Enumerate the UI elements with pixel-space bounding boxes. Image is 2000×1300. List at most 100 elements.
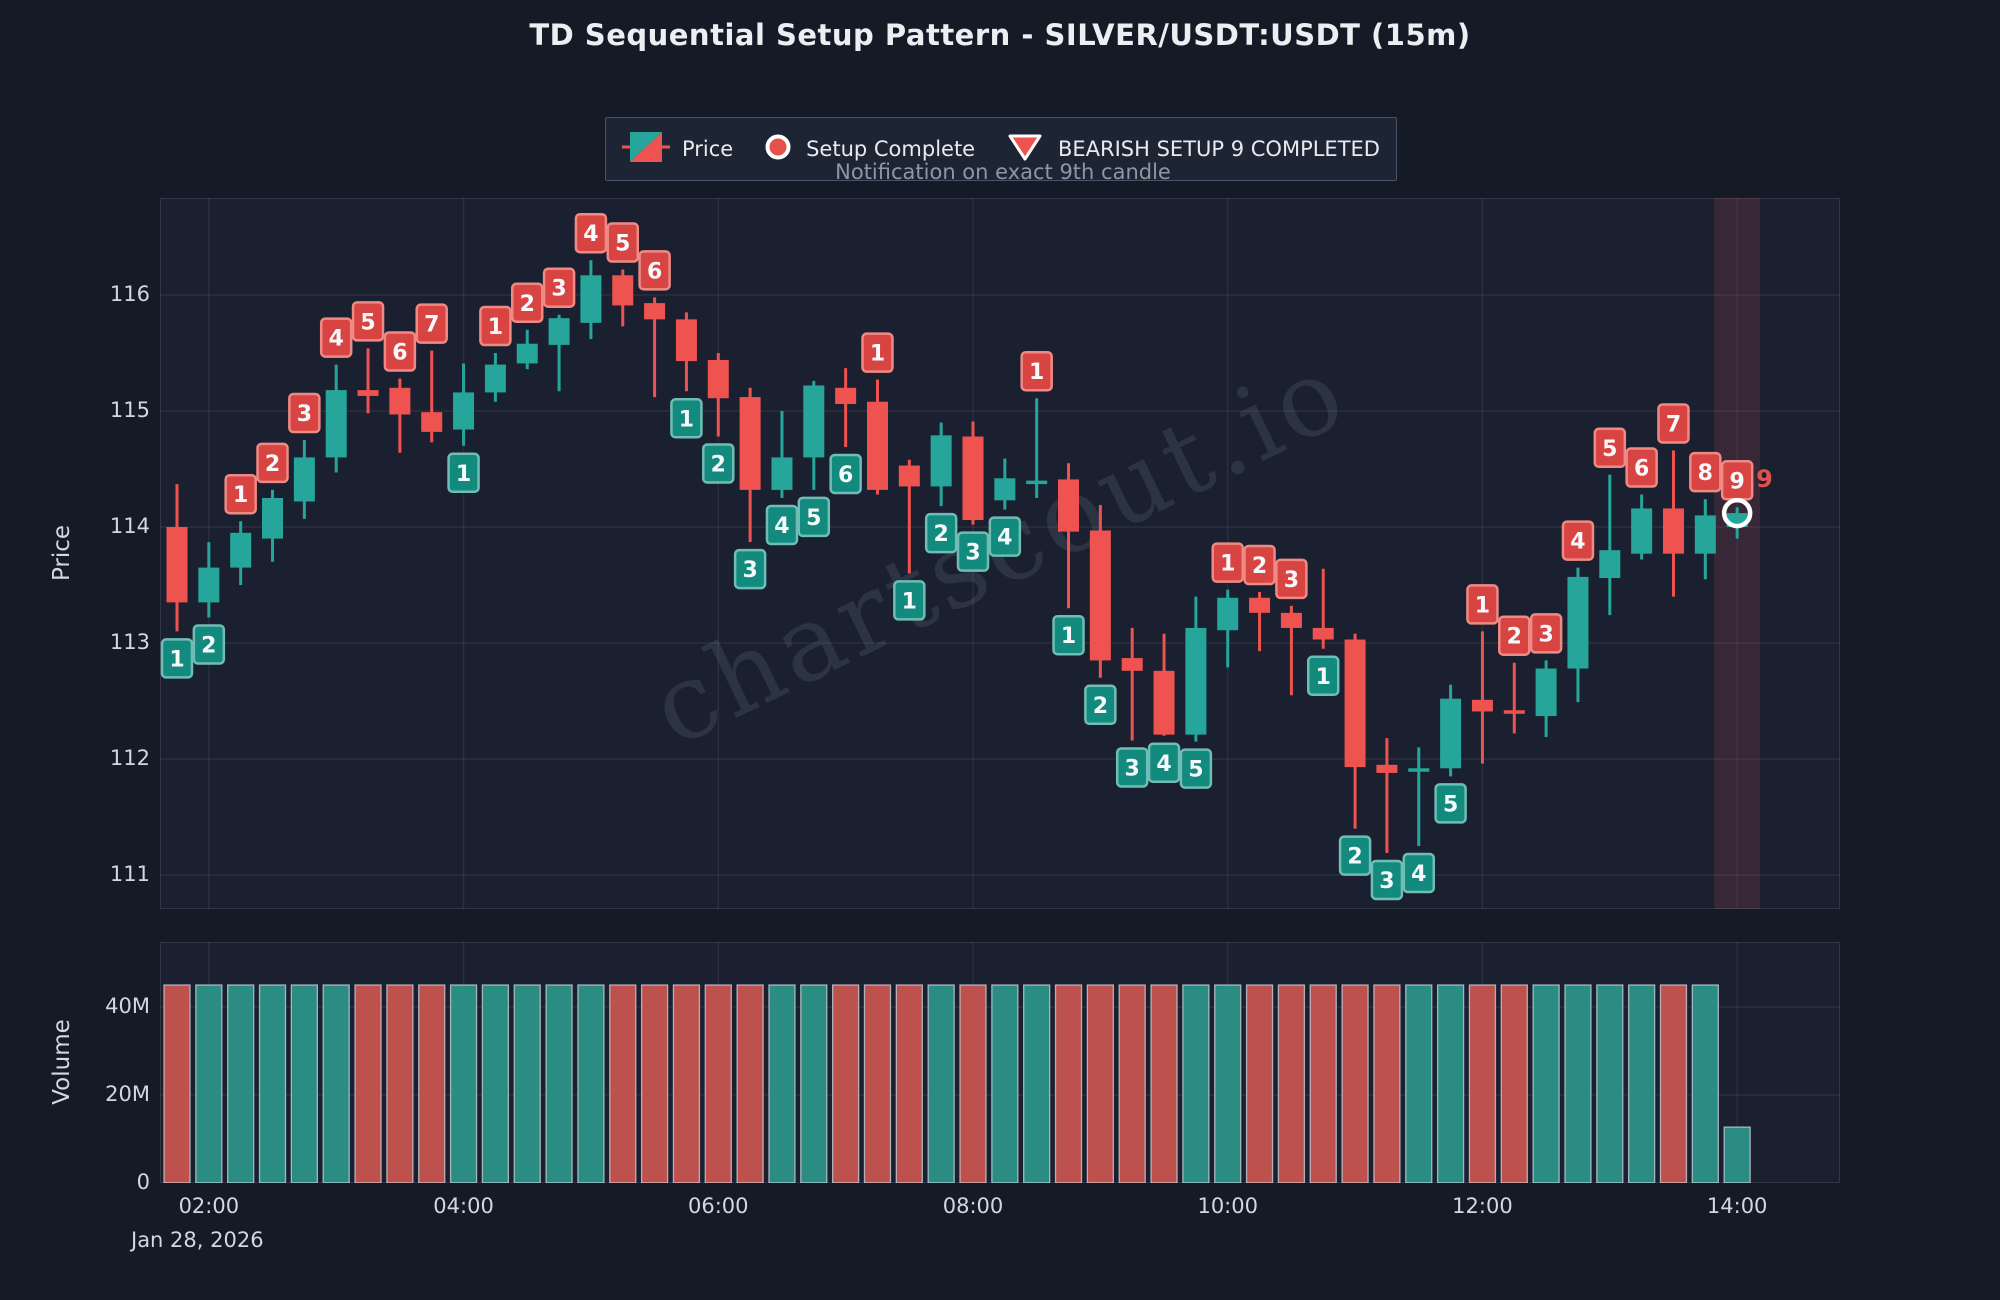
volume-bar [1596,984,1624,1183]
buy-setup-count-badge [670,398,703,439]
volume-bar [227,984,255,1183]
candle-body [1631,508,1653,554]
volume-bar [1150,984,1178,1183]
volume-bar [768,984,796,1183]
legend-setup-complete-label: Setup Complete [806,137,976,161]
candle-body [612,275,634,306]
buy-setup-count-badge [1115,747,1149,788]
volume-bar [195,984,223,1183]
candle-body [1089,530,1111,661]
candle-body [1153,670,1175,735]
volume-plot-border [160,942,1840,1183]
setup-count-number: 1 [1029,360,1044,385]
sell-setup-count-badge [1243,544,1276,586]
setup-count-number: 1 [1316,665,1331,690]
sell-setup-count-badge [1657,403,1690,444]
candle-body [739,397,761,490]
candle-body [675,319,697,362]
volume-bar [1436,984,1465,1183]
volume-bar [800,984,828,1183]
buy-setup-count-badge [160,638,194,679]
buy-setup-count-badge [829,453,862,495]
buy-setup-count-badge [1084,684,1117,726]
volume-bar [1468,984,1497,1183]
candle-body [484,364,506,393]
candle-body [516,343,538,364]
sell-setup-count-badge [224,473,257,515]
candle-body [166,527,188,603]
sell-setup-count-badge [1275,558,1308,600]
legend-price-label: Price [682,137,734,161]
volume-chart [160,942,1840,1183]
setup-count-number: 3 [965,541,980,566]
setup-count-number: 7 [1666,412,1681,437]
buy-setup-count-badge [1179,748,1213,789]
time-tick-label: 04:00 [433,1194,494,1218]
candle-body [771,457,793,490]
candle-body [389,387,411,415]
setup-count-number: 1 [902,589,917,614]
setup-count-number: 5 [806,506,821,531]
volume-bar [322,984,350,1183]
candle-body [325,390,347,458]
setup-count-number: 5 [615,231,630,256]
setup-count-number: 2 [265,452,280,477]
setup-count-number: 2 [1347,845,1362,870]
price-plot-border [160,198,1840,909]
volume-bar [1118,984,1146,1183]
candle-body [1503,710,1525,714]
buy-setup-count-badge [893,580,926,621]
buy-setup-count-badge [924,512,958,554]
price-tick-label: 116 [109,282,150,306]
volume-bar [1691,984,1719,1183]
sell-setup-count-badge [1529,613,1563,654]
legend-item-price: Price [622,129,733,169]
sell-setup-count-badge [861,332,894,373]
volume-bar [959,984,987,1183]
volume-bar [449,984,478,1183]
volume-bar [672,984,701,1183]
setup-complete-marker [1721,497,1753,529]
setup-count-number: 1 [169,647,184,672]
buy-setup-count-badge [702,443,735,484]
candle-body [262,498,284,539]
candle-body [1662,508,1684,554]
bearish-setup-highlight-band [1714,198,1761,909]
volume-bar [545,984,573,1183]
volume-bar [1341,984,1369,1183]
candle-body [1376,764,1398,773]
candle-body [453,392,475,430]
candle-body [548,318,570,345]
volume-bar [1023,984,1051,1183]
setup-count-number: 3 [551,277,566,302]
setup-count-number: 8 [1698,461,1713,486]
sell-setup-count-badge [574,212,608,254]
candle-body [1280,612,1302,628]
sell-setup-count-badge [638,250,671,291]
buy-setup-count-badge [1338,835,1372,876]
setup-count-number: 6 [838,463,853,488]
volume-bar [831,984,860,1183]
volume-bar [1564,984,1592,1183]
time-tick-label: 12:00 [1452,1194,1513,1218]
sell-setup-count-badge [351,301,385,342]
volume-bar [991,984,1019,1183]
candle-body [1217,597,1239,631]
time-tick-label: 10:00 [1197,1194,1258,1218]
buy-setup-count-badge [733,548,767,590]
setup-count-number: 1 [870,342,885,367]
setup-count-number: 2 [520,292,535,317]
setup-count-number: 4 [329,327,344,352]
buy-setup-count-badge [1402,852,1436,894]
volume-bar [1659,984,1688,1183]
sell-setup-count-badge [1689,451,1722,493]
buy-setup-count-badge [447,452,480,494]
setup-count-number: 2 [1252,554,1267,579]
setup-count-number: 4 [1570,530,1585,555]
volume-bar [1277,984,1306,1183]
buy-setup-count-badge [956,531,990,572]
buy-setup-count-badge [1434,783,1467,824]
candle-body [1121,658,1143,671]
time-tick-label: 06:00 [688,1194,749,1218]
